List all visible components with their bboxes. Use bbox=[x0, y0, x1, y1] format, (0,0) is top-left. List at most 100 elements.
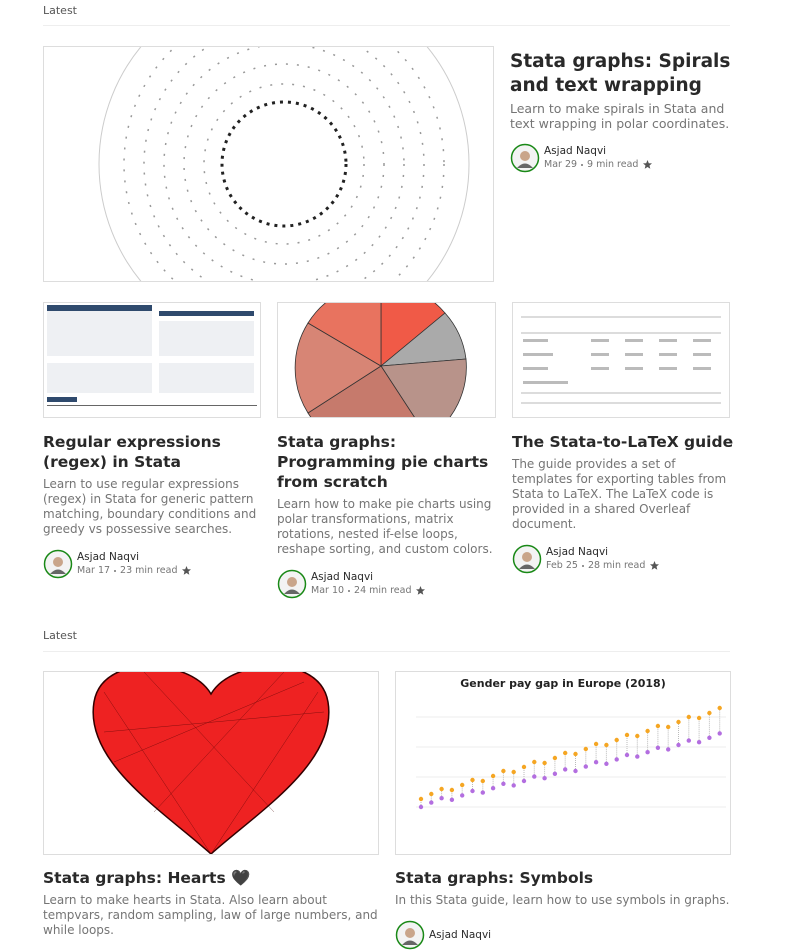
post-text: Stata graphs: Hearts 🖤 Learn to make hear… bbox=[43, 868, 381, 938]
dot-male bbox=[511, 769, 516, 775]
heart-art bbox=[92, 672, 330, 854]
image-title: Gender pay gap in Europe (2018) bbox=[460, 677, 665, 690]
separator bbox=[114, 569, 117, 572]
star-icon bbox=[182, 566, 192, 575]
dot-male bbox=[573, 751, 578, 757]
divider bbox=[43, 25, 730, 26]
dot-male bbox=[614, 737, 619, 743]
card-image[interactable]: Gender pay gap in Europe (2018) bbox=[395, 671, 731, 855]
author-name[interactable]: Asjad Naqvi bbox=[311, 571, 374, 583]
dot-male bbox=[676, 719, 681, 725]
dot-female bbox=[490, 786, 496, 791]
avatar-face bbox=[287, 577, 297, 587]
separator bbox=[348, 589, 351, 592]
post-date: Mar 29 bbox=[544, 159, 578, 170]
dot-female bbox=[532, 774, 537, 779]
post-date: Mar 17 bbox=[77, 565, 111, 576]
dot-male bbox=[563, 750, 568, 756]
dot-female bbox=[552, 771, 558, 776]
section-label: Latest bbox=[43, 4, 77, 17]
dot-female bbox=[676, 742, 681, 748]
dot-female bbox=[686, 738, 691, 743]
pie-art bbox=[294, 303, 467, 417]
dot-female bbox=[501, 781, 506, 786]
dot-female bbox=[696, 740, 702, 745]
avatar-face bbox=[520, 151, 530, 161]
post-title[interactable]: The Stata-to-LaTeX guide bbox=[512, 433, 734, 451]
post-meta: Asjad Naqvi Mar 29 9 min read bbox=[510, 143, 735, 173]
dot-female bbox=[480, 790, 485, 795]
avatar-body bbox=[519, 564, 535, 569]
author-name[interactable]: Asjad Naqvi bbox=[546, 546, 609, 558]
dot-female bbox=[666, 747, 671, 752]
dot-male bbox=[624, 732, 630, 738]
post-title[interactable]: Stata graphs: Symbols bbox=[395, 869, 594, 887]
author-block: Asjad Naqvi Mar 29 9 min read bbox=[544, 145, 653, 171]
author-name[interactable]: Asjad Naqvi bbox=[544, 145, 607, 157]
star bbox=[650, 561, 660, 570]
dot-male bbox=[460, 782, 465, 788]
dot-female bbox=[583, 764, 588, 769]
post-date-line: Feb 25 28 min read bbox=[546, 559, 660, 572]
post-text: Regular expressions (regex) in Stata Lear… bbox=[43, 432, 265, 579]
card-image[interactable] bbox=[512, 302, 730, 418]
dot-female bbox=[655, 745, 661, 750]
read-time: 24 min read bbox=[354, 585, 412, 596]
post-title[interactable]: Stata graphs: Programming pie charts fro… bbox=[277, 433, 489, 491]
avatar-body bbox=[517, 163, 533, 168]
dot-female bbox=[429, 800, 434, 805]
page: Latest Stata graphs: Spirals and text wr… bbox=[43, 4, 735, 950]
author-block: Asjad Naqvi Mar 10 24 min read bbox=[311, 571, 426, 597]
post-subtitle: Learn how to make pie charts using polar… bbox=[277, 497, 493, 556]
star-icon bbox=[650, 561, 660, 570]
post-meta: Asjad Naqvi Mar 10 24 min read bbox=[277, 569, 499, 599]
post-subtitle: Learn to use regular expressions (regex)… bbox=[43, 477, 257, 536]
author-block: Asjad Naqvi Feb 25 28 min read bbox=[546, 546, 660, 572]
dot-female bbox=[460, 793, 465, 798]
regex-art bbox=[47, 305, 257, 406]
dot-male bbox=[501, 768, 506, 774]
dot-male bbox=[645, 728, 650, 734]
author-name[interactable]: Asjad Naqvi bbox=[77, 551, 140, 563]
paygap-art: Gender pay gap in Europe (2018) bbox=[416, 677, 726, 810]
post-subtitle: The guide provides a set of templates fo… bbox=[512, 457, 727, 531]
featured-image[interactable] bbox=[43, 46, 494, 282]
avatar bbox=[512, 544, 542, 574]
star bbox=[182, 566, 192, 575]
post-subtitle: Learn to make hearts in Stata. Also lear… bbox=[43, 893, 378, 937]
dot-female bbox=[707, 735, 712, 740]
post-title[interactable]: Stata graphs: Hearts 🖤 bbox=[43, 869, 251, 887]
dot-male bbox=[418, 796, 424, 802]
dot-male bbox=[666, 724, 671, 730]
star bbox=[643, 160, 653, 169]
read-time: 28 min read bbox=[587, 560, 646, 571]
dot-male bbox=[593, 741, 599, 747]
dot-female bbox=[521, 778, 527, 784]
post-title[interactable]: Regular expressions (regex) in Stata bbox=[43, 433, 221, 471]
dot-female bbox=[418, 804, 424, 810]
card-image[interactable] bbox=[277, 302, 496, 418]
avatar bbox=[277, 569, 307, 599]
section-label: Latest bbox=[43, 629, 77, 642]
post-subtitle: Learn to make spirals in Stata and text … bbox=[510, 101, 730, 131]
dot-male bbox=[635, 733, 640, 739]
card-image[interactable] bbox=[43, 302, 261, 418]
avatar-face bbox=[405, 928, 415, 938]
dot-female bbox=[511, 783, 516, 788]
avatar-face bbox=[53, 557, 63, 567]
card-image[interactable] bbox=[43, 671, 379, 855]
post-text: Stata graphs: Programming pie charts fro… bbox=[277, 432, 499, 599]
post-title[interactable]: Stata graphs: Spirals and text wrapping bbox=[510, 51, 731, 96]
post-meta: Asjad Naqvi Feb 25 28 min read bbox=[512, 544, 734, 574]
star-icon bbox=[416, 586, 426, 595]
dot-male bbox=[696, 715, 702, 721]
dot-male bbox=[490, 773, 496, 779]
dot-male bbox=[470, 777, 475, 783]
author-block: Asjad Naqvi bbox=[429, 929, 491, 942]
read-time: 23 min read bbox=[120, 565, 178, 576]
spiral-art bbox=[98, 47, 470, 281]
featured-text: Stata graphs: Spirals and text wrapping L… bbox=[510, 50, 735, 173]
dot-male bbox=[429, 791, 434, 797]
author-name[interactable]: Asjad Naqvi bbox=[429, 928, 492, 941]
post-date-line: Mar 29 9 min read bbox=[544, 158, 653, 171]
